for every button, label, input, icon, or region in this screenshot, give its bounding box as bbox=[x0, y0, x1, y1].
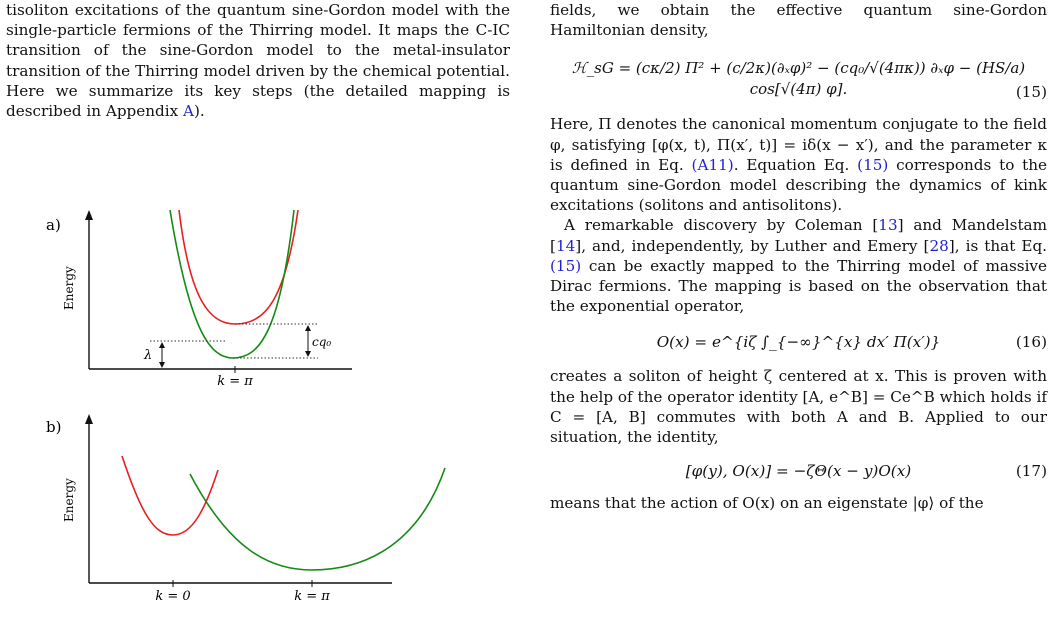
p2-text-a: Here, Π denotes the canonical momentum c… bbox=[550, 115, 1047, 174]
ref-13-link[interactable]: 13 bbox=[878, 216, 898, 235]
p3-text-d: ], is that Eq. bbox=[948, 236, 1047, 255]
equation-17-number: (17) bbox=[1015, 462, 1047, 481]
ref-14-link[interactable]: 14 bbox=[555, 236, 576, 255]
ylabel-a: Energy bbox=[62, 266, 76, 310]
cq0-label: cq₀ bbox=[312, 335, 331, 349]
panel-label-a: a) bbox=[46, 216, 61, 234]
eq-15-link-1[interactable]: (15) bbox=[857, 155, 889, 174]
equation-16-body: O(x) = e^{iζ ∫_{−∞}^{x} dx′ Π(x′)} bbox=[656, 333, 941, 352]
right-paragraph-4: creates a soliton of height ζ centered a… bbox=[550, 367, 1047, 447]
appendix-link[interactable]: A bbox=[183, 102, 194, 121]
right-paragraph-3: A remarkable discovery by Coleman [13] a… bbox=[550, 215, 1047, 316]
left-paragraph-end: ). bbox=[193, 102, 205, 121]
figure-a: a) Energy λ cq₀ k = π bbox=[46, 209, 352, 389]
cq0-arrow-head-up bbox=[305, 325, 311, 331]
y-axis-arrow-b bbox=[85, 414, 93, 424]
right-paragraph-2: Here, Π denotes the canonical momentum c… bbox=[550, 114, 1047, 215]
ref-28-link[interactable]: 28 bbox=[929, 236, 949, 255]
eq-a11-link[interactable]: (A11) bbox=[691, 155, 734, 174]
equation-17-body: [φ(y), O(x)] = −ζΘ(x − y)O(x) bbox=[685, 462, 912, 481]
equation-16-number: (16) bbox=[1015, 333, 1047, 352]
panel-label-b: b) bbox=[46, 418, 61, 436]
p3-text-c: ], and, independently, by Luther and Eme… bbox=[575, 236, 930, 255]
p2-text-b: . Equation Eq. bbox=[733, 155, 850, 174]
right-paragraph-5: means that the action of O(x) on an eige… bbox=[550, 494, 984, 513]
red-band-a bbox=[178, 209, 299, 325]
green-band-a bbox=[169, 209, 295, 359]
left-column: tisoliton excitations of the quantum sin… bbox=[6, 0, 510, 121]
lambda-label: λ bbox=[143, 348, 152, 363]
xtick-label-b-right: k = π bbox=[294, 589, 330, 604]
equation-16: O(x) = e^{iζ ∫_{−∞}^{x} dx′ Π(x′)} (16) bbox=[550, 324, 1047, 360]
p3-text-b: ] and Mandelstam [ bbox=[550, 216, 1048, 255]
y-axis-arrow-a bbox=[85, 210, 93, 220]
green-band-b bbox=[189, 467, 446, 571]
xtick-label-a: k = π bbox=[217, 374, 253, 389]
p3-text-a: A remarkable discovery by Coleman [ bbox=[564, 216, 879, 235]
equation-17: [φ(y), O(x)] = −ζΘ(x − y)O(x) (17) bbox=[550, 453, 1047, 489]
left-paragraph-text: tisoliton excitations of the quantum sin… bbox=[6, 1, 510, 121]
xtick-label-b-left: k = 0 bbox=[155, 589, 190, 604]
equation-15-body: ℋ_sG = (cκ/2) Π² + (c/2κ)(∂ₓφ)² − (cq₀/√… bbox=[571, 59, 1026, 98]
eq-15-link-2[interactable]: (15) bbox=[550, 256, 582, 275]
figure-b: b) Energy k = 0 k = π bbox=[46, 414, 446, 604]
cq0-arrow-head-down bbox=[305, 351, 311, 357]
right-column: fields, we obtain the effective quantum … bbox=[550, 0, 1047, 513]
equation-15: ℋ_sG = (cκ/2) Π² + (c/2κ)(∂ₓφ)² − (cq₀/√… bbox=[550, 54, 1047, 104]
red-band-b bbox=[121, 455, 219, 536]
lambda-arrow-head-down bbox=[159, 362, 165, 368]
ylabel-b: Energy bbox=[62, 478, 76, 522]
p3-text-e: can be exactly mapped to the Thirring mo… bbox=[550, 256, 1047, 316]
lambda-arrow-head-up bbox=[159, 342, 165, 348]
right-paragraph-1: fields, we obtain the effective quantum … bbox=[550, 1, 1047, 40]
equation-15-number: (15) bbox=[1015, 83, 1047, 102]
left-paragraph: tisoliton excitations of the quantum sin… bbox=[6, 0, 510, 121]
p2-text-c: corresponds to the quantum sine-Gordon m… bbox=[550, 155, 1048, 215]
